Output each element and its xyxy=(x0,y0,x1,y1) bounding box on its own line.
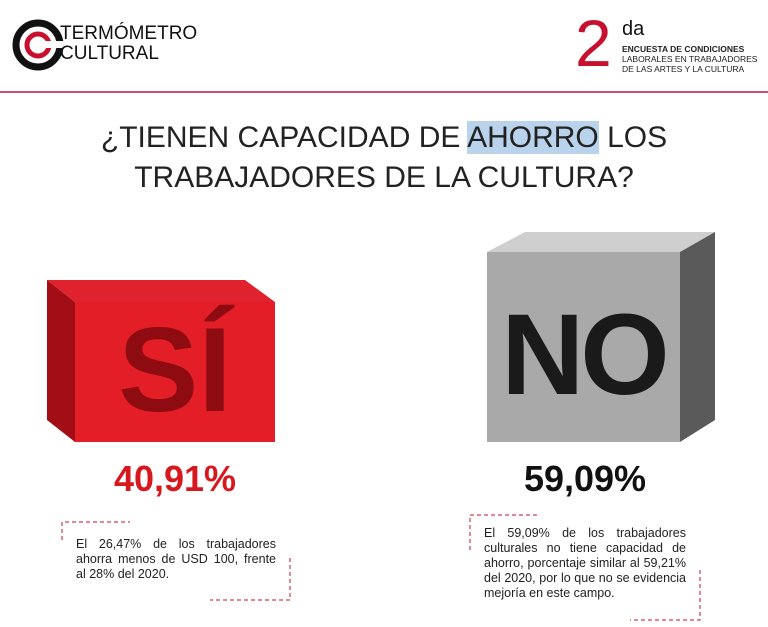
option-percent: 40,91% xyxy=(113,458,237,499)
edition-suffix: da xyxy=(622,18,645,40)
note-frame xyxy=(61,521,291,601)
note-frame xyxy=(469,514,701,621)
box-front xyxy=(487,252,680,442)
title-part: LOS xyxy=(607,121,668,154)
logo-gap xyxy=(36,41,66,48)
option-label: SÍ xyxy=(118,303,232,437)
logo-line: TERMÓMETRO xyxy=(60,23,198,44)
box-front xyxy=(75,302,275,442)
title-highlight: AHORRO xyxy=(467,121,599,154)
logo-text: TERMÓMETRO CULTURAL xyxy=(60,24,197,64)
logo-line: CULTURAL xyxy=(60,43,159,64)
option-note: El 59,09% de los trabajadores culturales… xyxy=(484,526,686,600)
box-side xyxy=(47,280,75,442)
box-side xyxy=(680,232,715,442)
option-label: NO xyxy=(501,291,670,419)
title-part: ¿TIENEN CAPACIDAD DE xyxy=(100,121,461,154)
edition-number: 2 xyxy=(575,6,612,80)
title-part: TRABAJADORES DE LA CULTURA? xyxy=(134,161,634,194)
edition-line: LABORALES EN TRABAJADORES xyxy=(622,54,758,64)
edition-line: DE LAS ARTES Y LA CULTURA xyxy=(622,64,745,74)
edition-text: ENCUESTA DE CONDICIONES LABORALES EN TRA… xyxy=(622,44,757,74)
option-note: El 26,47% de los trabajadores ahorra men… xyxy=(76,537,276,581)
title: ¿TIENEN CAPACIDAD DE AHORRO LOS TRABAJAD… xyxy=(0,118,768,198)
edition-line: ENCUESTA DE CONDICIONES xyxy=(622,44,745,54)
box-top xyxy=(47,280,275,302)
option-percent: 59,09% xyxy=(523,458,647,499)
box-top xyxy=(487,232,715,252)
